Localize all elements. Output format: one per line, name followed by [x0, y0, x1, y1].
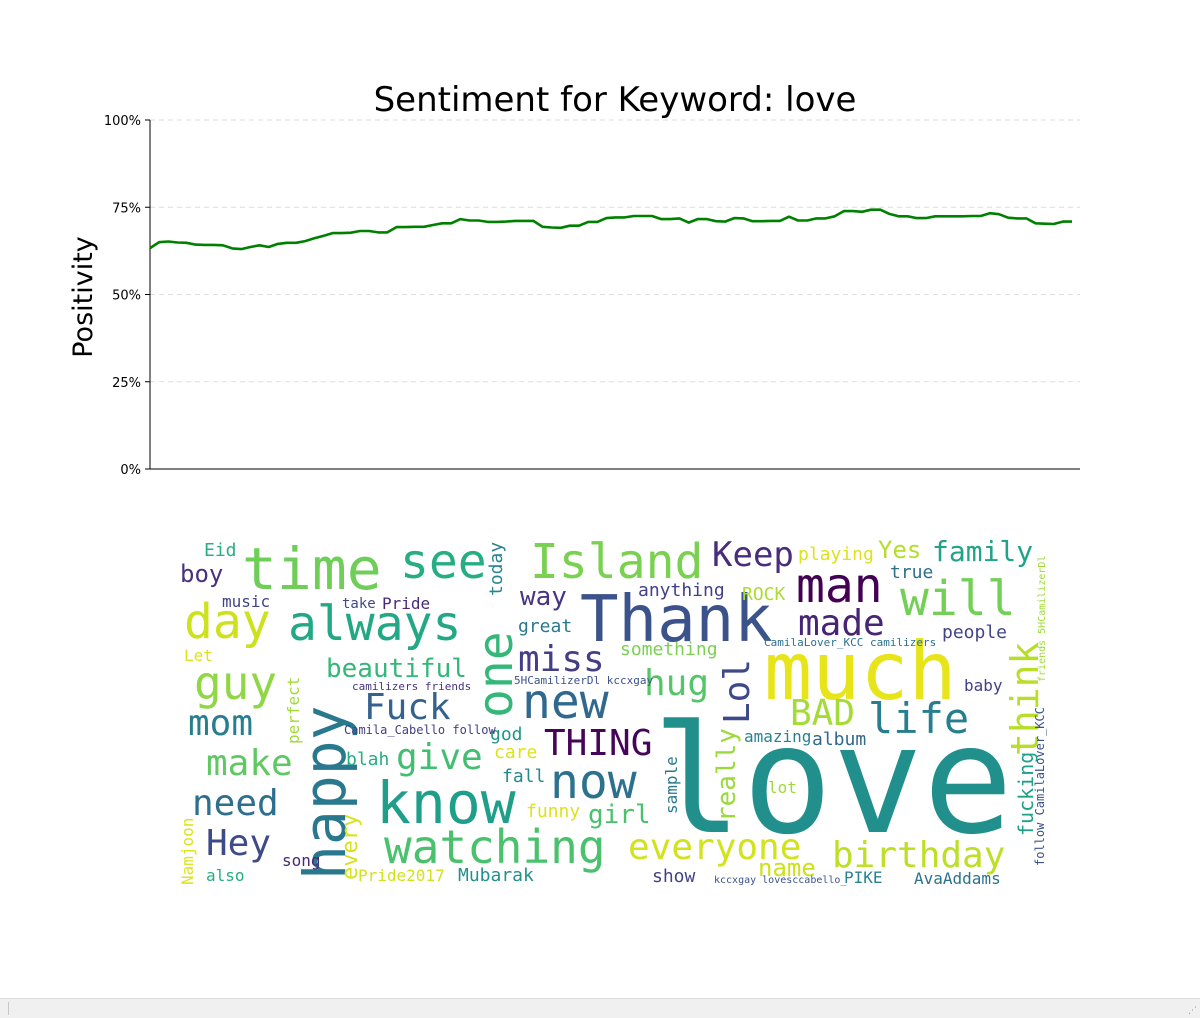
word-cloud-word: AvaAddams — [914, 869, 1001, 888]
word-cloud-word: Eid — [204, 540, 237, 561]
word-cloud-word: people — [942, 622, 1008, 643]
word-cloud-word: album — [812, 729, 867, 750]
word-cloud-word: way — [520, 582, 567, 612]
chart-title: Sentiment for Keyword: love — [374, 80, 857, 120]
word-cloud-word: amazing — [744, 727, 812, 746]
word-cloud-word: PIKE — [844, 868, 883, 887]
word-cloud-word: will — [900, 571, 1016, 627]
word-cloud-word: ROCK — [742, 584, 786, 605]
word-cloud-word: 5HCamilizerDl kccxgay — [514, 674, 654, 687]
word-cloud-word: CamilaLover_KCC camilizers — [764, 636, 937, 649]
word-cloud-word: now — [550, 754, 637, 810]
word-cloud-word: playing — [798, 544, 874, 565]
word-cloud-word: guy — [194, 656, 278, 710]
status-bar-separator — [8, 1002, 9, 1015]
word-cloud-word: follow CamilaLover_KCC — [1033, 707, 1047, 866]
word-cloud-word: today — [486, 541, 507, 596]
word-cloud-word: Mubarak — [458, 865, 534, 886]
word-cloud-word: lot — [768, 778, 797, 797]
word-cloud-word: Pride2017 — [358, 866, 445, 885]
word-cloud-word: boy — [180, 560, 224, 588]
word-cloud-word: Island — [530, 534, 704, 590]
word-cloud-word: watching — [384, 820, 606, 874]
word-cloud-word: everyone — [628, 827, 802, 868]
word-cloud-word: music — [222, 592, 271, 611]
word-cloud-word: know — [376, 769, 516, 837]
word-cloud-word: Thank — [580, 583, 773, 657]
word-cloud-word: Pride — [382, 594, 431, 613]
resize-grip-icon[interactable]: ⋰ — [1188, 1006, 1197, 1016]
word-cloud: love much Thank time know happy Island always da… — [150, 525, 1080, 905]
word-cloud-word: much — [764, 625, 957, 718]
word-cloud-word: birthday — [832, 835, 1006, 876]
positivity-line — [149, 208, 1072, 251]
word-cloud-word: family — [932, 535, 1034, 568]
word-cloud-word: baby — [964, 676, 1003, 695]
word-cloud-word: give — [396, 737, 483, 778]
word-cloud-word: made — [798, 603, 885, 644]
word-cloud-word: sample — [662, 756, 681, 814]
word-cloud-word: man — [796, 558, 883, 614]
word-cloud-word: new — [522, 674, 609, 730]
word-cloud-word: beautiful — [326, 654, 467, 684]
word-cloud-word: Lol — [717, 658, 758, 724]
word-cloud-word: need — [192, 783, 279, 824]
word-cloud-word: anything — [638, 580, 725, 601]
word-cloud-word: blah — [346, 749, 390, 770]
word-cloud-word: THING — [544, 723, 653, 764]
word-cloud-word: Namjoon — [178, 817, 197, 885]
word-cloud-word: life — [868, 694, 970, 743]
y-ticks: 0% 25% 50% 75% 100% — [104, 114, 150, 478]
y-tick-label: 0% — [120, 463, 141, 478]
word-cloud-word: god — [490, 724, 523, 745]
word-cloud-word: true — [890, 562, 934, 583]
word-cloud-word: care — [494, 742, 538, 763]
y-axis-label: Positivity — [68, 236, 99, 358]
word-cloud-word: also — [206, 866, 245, 885]
word-cloud-word: Fuck — [364, 687, 451, 728]
word-cloud-word: friends 5HCamilizerDl — [1037, 555, 1048, 682]
y-tick-label: 100% — [104, 114, 141, 129]
word-cloud-word: great — [518, 616, 573, 637]
word-cloud-word: day — [184, 594, 271, 650]
word-cloud-word: girl — [588, 800, 651, 830]
word-cloud-word: song — [282, 851, 321, 870]
word-cloud-word: miss — [518, 639, 605, 680]
word-cloud-word: one — [468, 631, 524, 718]
y-tick-label: 50% — [112, 289, 141, 304]
word-cloud-word: funny — [526, 801, 581, 822]
word-cloud-word: Yes — [878, 536, 922, 564]
word-cloud-word: Camila_Cabello follow — [344, 723, 496, 737]
word-cloud-word: Let — [184, 646, 213, 665]
word-cloud-word: really — [712, 728, 742, 822]
series-group — [149, 208, 1072, 251]
word-cloud-word: love — [652, 694, 1014, 868]
word-cloud-word: time — [242, 535, 382, 603]
y-tick-label: 75% — [112, 201, 141, 216]
word-cloud-word: BAD — [790, 693, 856, 734]
word-cloud-word: mom — [188, 703, 254, 744]
word-cloud-word: kccxgay lovesccabello_ — [714, 875, 847, 886]
word-cloud-word: take — [342, 596, 376, 612]
status-bar: ⋰ — [0, 998, 1200, 1018]
word-cloud-word: see — [400, 534, 487, 590]
word-cloud-word: camilizers friends — [352, 680, 472, 693]
word-cloud-word: Keep — [712, 535, 794, 575]
word-cloud-word: Hey — [206, 823, 272, 864]
grid-lines — [150, 119, 1080, 383]
sentiment-line-chart: Sentiment for Keyword: love Positivity 0… — [68, 80, 1080, 478]
word-cloud-word: something — [620, 639, 718, 660]
word-cloud-word: fall — [502, 766, 546, 787]
word-cloud-word: show — [652, 866, 696, 887]
word-cloud-word: perfect — [284, 676, 303, 744]
word-cloud-word: name — [758, 854, 816, 882]
y-tick-label: 25% — [112, 376, 141, 391]
word-cloud-word: hug — [644, 663, 710, 704]
word-cloud-word: always — [288, 596, 462, 652]
word-cloud-word: make — [206, 743, 293, 784]
